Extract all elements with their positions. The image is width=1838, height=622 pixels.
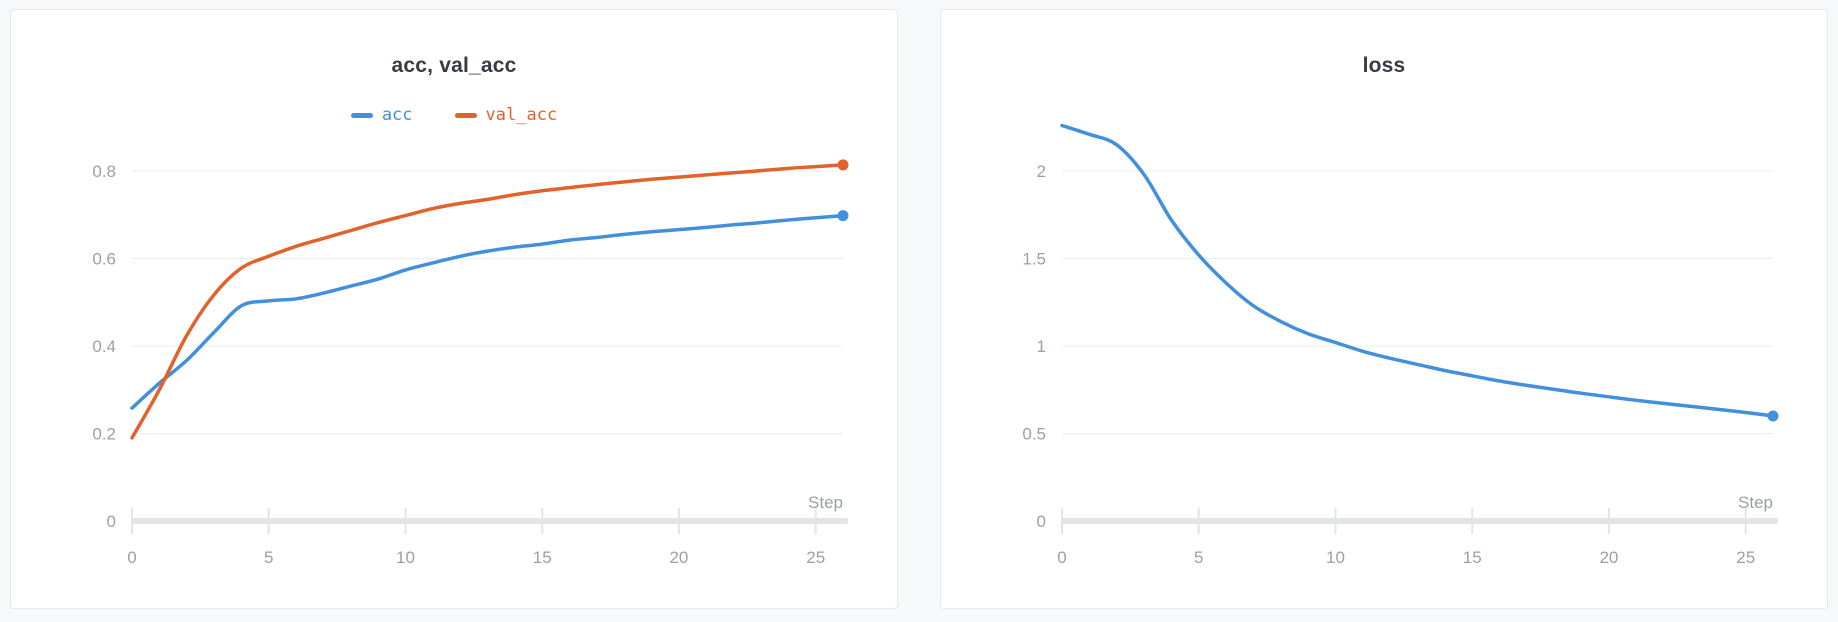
svg-text:0.4: 0.4 — [92, 337, 116, 356]
acc-series-swatch — [350, 113, 373, 118]
svg-text:15: 15 — [1463, 548, 1482, 567]
svg-text:0.8: 0.8 — [92, 162, 116, 181]
svg-text:25: 25 — [806, 548, 825, 567]
chart-title: loss — [1362, 54, 1406, 77]
svg-text:Step: Step — [1738, 493, 1773, 512]
val-acc-series-swatch — [454, 113, 477, 118]
svg-text:0.5: 0.5 — [1022, 425, 1046, 444]
svg-text:15: 15 — [533, 548, 552, 567]
svg-text:0: 0 — [127, 548, 136, 567]
chart-card-loss: 0 0.5 1 1.5 2 0 5 10 15 20 25 Step loss — [940, 9, 1828, 609]
svg-text:5: 5 — [1194, 548, 1203, 567]
legend-item-acc: acc — [350, 105, 413, 125]
svg-text:5: 5 — [264, 548, 273, 567]
svg-text:0: 0 — [107, 512, 116, 531]
chart-title: acc, val_acc — [391, 54, 517, 77]
legend-item-val-acc: val_acc — [454, 105, 558, 125]
svg-text:0: 0 — [1037, 512, 1046, 531]
svg-text:0.6: 0.6 — [92, 250, 116, 269]
svg-text:20: 20 — [669, 548, 688, 567]
chart-card-acc-val-acc: 0 0.2 0.4 0.6 0.8 0 5 10 15 20 25 Step acc, val_acc… — [10, 9, 898, 609]
svg-text:2: 2 — [1037, 162, 1046, 181]
svg-text:10: 10 — [1326, 548, 1345, 567]
svg-text:0.2: 0.2 — [92, 425, 116, 444]
svg-text:25: 25 — [1736, 548, 1755, 567]
svg-text:0: 0 — [1057, 548, 1066, 567]
legend: acc val_acc — [11, 107, 897, 124]
svg-text:1: 1 — [1037, 337, 1046, 356]
val-acc-series-label: val_acc — [485, 105, 558, 125]
acc-val-acc-line-chart[interactable]: 0 0.2 0.4 0.6 0.8 0 5 10 15 20 25 Step — [11, 10, 897, 608]
acc-series-label: acc — [381, 105, 413, 125]
svg-text:1.5: 1.5 — [1022, 250, 1046, 269]
svg-text:Step: Step — [808, 493, 843, 512]
svg-text:10: 10 — [396, 548, 415, 567]
svg-text:20: 20 — [1599, 548, 1618, 567]
